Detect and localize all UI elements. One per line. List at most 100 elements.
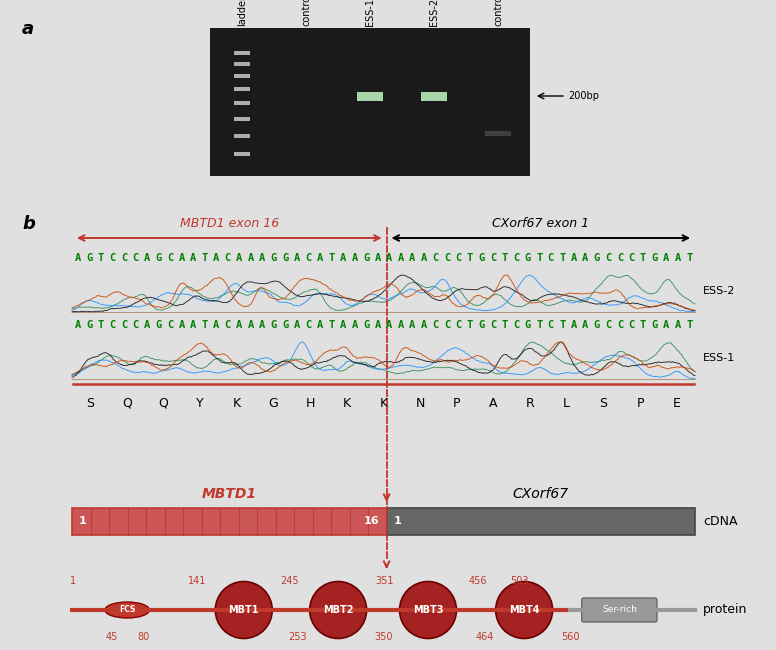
Text: K: K	[379, 397, 387, 410]
Text: L: L	[563, 397, 570, 410]
Text: A: A	[582, 320, 588, 330]
Text: Y: Y	[196, 397, 204, 410]
Bar	[210, 28, 530, 176]
Text: A: A	[352, 320, 358, 330]
Circle shape	[400, 582, 456, 638]
Text: A: A	[409, 253, 415, 263]
Text: G: G	[479, 320, 485, 330]
Text: MBT4: MBT4	[509, 605, 539, 615]
Text: A: A	[582, 253, 588, 263]
Text: 456: 456	[469, 576, 487, 586]
Text: G: G	[363, 320, 369, 330]
Text: G: G	[268, 397, 279, 410]
Text: A: A	[570, 253, 577, 263]
Text: E: E	[673, 397, 681, 410]
Text: C: C	[167, 253, 173, 263]
Text: A: A	[386, 253, 393, 263]
Text: N: N	[415, 397, 424, 410]
Text: ESS-2: ESS-2	[429, 0, 439, 26]
Text: MBTD1 exon 16: MBTD1 exon 16	[180, 217, 279, 230]
Text: control: control	[493, 0, 503, 26]
Text: C: C	[490, 320, 496, 330]
Text: A: A	[259, 253, 265, 263]
Text: A: A	[74, 320, 81, 330]
Text: 350: 350	[374, 632, 393, 642]
Text: T: T	[536, 320, 542, 330]
Text: A: A	[213, 253, 220, 263]
Text: A: A	[570, 320, 577, 330]
Text: K: K	[233, 397, 241, 410]
Text: A: A	[352, 253, 358, 263]
Text: G: G	[525, 320, 531, 330]
Circle shape	[215, 582, 272, 638]
Text: T: T	[328, 320, 334, 330]
Text: T: T	[202, 253, 208, 263]
Text: ESS-1: ESS-1	[365, 0, 375, 26]
Text: A: A	[248, 320, 254, 330]
Text: MBT2: MBT2	[323, 605, 353, 615]
Text: T: T	[501, 320, 508, 330]
Text: 245: 245	[281, 576, 300, 586]
Text: C: C	[456, 253, 462, 263]
Text: G: G	[594, 253, 600, 263]
Text: C: C	[133, 253, 139, 263]
Text: C: C	[490, 253, 496, 263]
Text: C: C	[617, 320, 623, 330]
Text: A: A	[178, 320, 185, 330]
Circle shape	[496, 582, 553, 638]
Bar	[421, 92, 447, 101]
Text: G: G	[86, 320, 92, 330]
Text: CXorf67 exon 1: CXorf67 exon 1	[492, 217, 589, 230]
Text: Q: Q	[158, 397, 168, 410]
Text: T: T	[98, 253, 104, 263]
Text: 1: 1	[393, 517, 401, 526]
Text: C: C	[109, 320, 116, 330]
Text: C: C	[133, 320, 139, 330]
Text: G: G	[525, 253, 531, 263]
Text: C: C	[121, 320, 127, 330]
Text: T: T	[686, 253, 692, 263]
Text: R: R	[525, 397, 535, 410]
Text: Ser-rich: Ser-rich	[602, 606, 637, 614]
Text: 503: 503	[511, 576, 529, 586]
Text: A: A	[190, 320, 196, 330]
Text: T: T	[467, 320, 473, 330]
Text: G: G	[652, 253, 658, 263]
Text: G: G	[594, 320, 600, 330]
Text: C: C	[605, 253, 611, 263]
Text: 560: 560	[561, 632, 580, 642]
Text: A: A	[190, 253, 196, 263]
Text: C: C	[109, 253, 116, 263]
Text: T: T	[559, 320, 566, 330]
Text: A: A	[340, 253, 346, 263]
Text: C: C	[224, 320, 231, 330]
Bar	[234, 62, 250, 66]
Text: 16: 16	[364, 517, 379, 526]
Bar	[234, 134, 250, 138]
Text: C: C	[444, 253, 450, 263]
Bar	[72, 508, 386, 535]
Text: G: G	[155, 253, 161, 263]
Text: C: C	[121, 253, 127, 263]
Text: A: A	[421, 253, 427, 263]
Bar	[234, 87, 250, 91]
Text: A: A	[178, 253, 185, 263]
Text: 1: 1	[70, 576, 76, 586]
Text: T: T	[559, 253, 566, 263]
Text: C: C	[306, 320, 312, 330]
Text: A: A	[74, 253, 81, 263]
Text: A: A	[317, 320, 323, 330]
Text: G: G	[86, 253, 92, 263]
Text: C: C	[617, 253, 623, 263]
Bar	[357, 92, 383, 101]
Text: 45: 45	[106, 632, 118, 642]
Text: ESS-1: ESS-1	[703, 353, 735, 363]
Text: A: A	[375, 320, 381, 330]
Text: C: C	[224, 253, 231, 263]
Bar	[234, 101, 250, 105]
Text: A: A	[259, 320, 265, 330]
Text: T: T	[501, 253, 508, 263]
Text: A: A	[294, 320, 300, 330]
Text: T: T	[640, 253, 646, 263]
Text: A: A	[386, 320, 393, 330]
